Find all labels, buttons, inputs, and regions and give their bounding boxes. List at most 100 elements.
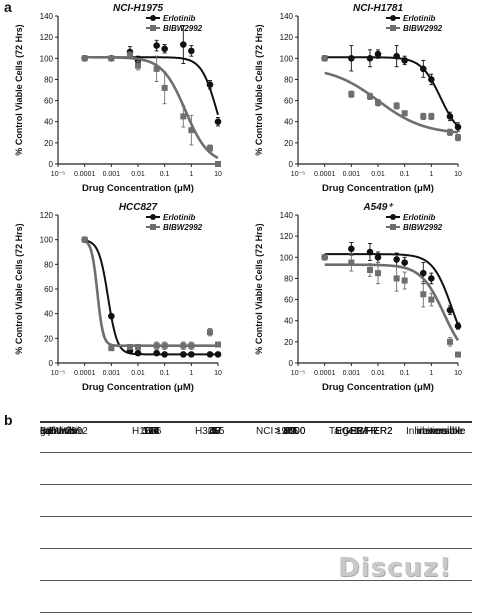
chart-panel: 0 20 40 60 80 100 120 140 10⁻⁵ 0.0001 0.001 0.01 0.1… <box>254 202 462 393</box>
table-header-cell: H3255 <box>195 426 225 437</box>
y-tick-label: 0 <box>49 160 54 169</box>
data-point-bibw2992 <box>393 102 400 109</box>
x-axis-label: Drug Concentration (μM) <box>82 183 194 194</box>
table-cell: reversible <box>419 426 463 437</box>
legend-label: Erlotinib <box>163 14 196 23</box>
y-axis-label: % Control Viable Cells (72 Hrs) <box>14 24 24 155</box>
table-row-divider <box>40 484 472 485</box>
legend-label: BIBW2992 <box>163 24 203 33</box>
data-point-bibw2992 <box>180 113 187 120</box>
y-tick-label: 120 <box>40 33 54 42</box>
fit-curve-bibw2992 <box>84 55 219 160</box>
legend-marker <box>150 25 156 31</box>
data-point-bibw2992 <box>321 254 328 261</box>
data-point-erlotinib <box>393 52 400 60</box>
data-point-erlotinib <box>374 253 382 261</box>
x-tick-label: 0.01 <box>371 370 385 377</box>
data-point-erlotinib <box>206 351 214 358</box>
x-tick-label: 10 <box>214 370 222 377</box>
data-point-bibw2992 <box>455 351 461 358</box>
table-cell: 110 <box>143 426 159 437</box>
y-tick-label: 40 <box>44 118 53 127</box>
data-point-bibw2992 <box>401 110 408 117</box>
data-point-erlotinib <box>214 351 222 358</box>
x-tick-label: 10 <box>454 370 462 377</box>
y-tick-label: 120 <box>280 33 294 42</box>
y-tick-label: 40 <box>44 310 53 319</box>
x-tick-label: 1 <box>429 370 433 377</box>
data-point-erlotinib <box>393 256 400 263</box>
table-row-drug: gefitinib <box>40 426 75 437</box>
y-tick-label: 140 <box>280 211 294 220</box>
x-tick-label: 10⁻⁵ <box>291 171 305 178</box>
table-row-drug: erlotinib <box>40 426 76 437</box>
panel-a-label: a <box>4 0 12 15</box>
data-point-bibw2992 <box>348 91 355 98</box>
data-point-bibw2992 <box>215 341 221 348</box>
fit-curve-bibw2992 <box>324 71 459 134</box>
fit-curve-bibw2992 <box>324 263 460 342</box>
y-tick-label: 100 <box>40 54 54 63</box>
x-tick-label: 0.001 <box>103 171 121 178</box>
data-point-erlotinib <box>366 248 374 256</box>
x-tick-label: 10 <box>454 171 462 178</box>
y-tick-label: 60 <box>44 285 53 294</box>
y-tick-label: 80 <box>44 75 53 84</box>
data-point-erlotinib <box>401 57 408 64</box>
data-point-bibw2992 <box>108 345 115 352</box>
legend-label: BIBW2992 <box>163 223 203 232</box>
data-point-erlotinib <box>348 245 355 253</box>
table-row-divider <box>40 516 472 517</box>
data-point-bibw2992 <box>188 342 195 349</box>
data-point-erlotinib <box>108 312 115 320</box>
x-tick-label: 0.01 <box>131 370 145 377</box>
chart-title: A549⁺ <box>362 202 394 213</box>
fit-curve-erlotinib <box>324 253 459 326</box>
data-point-erlotinib <box>420 269 427 277</box>
data-point-bibw2992 <box>126 343 133 350</box>
x-tick-label: 0.0001 <box>314 370 336 377</box>
table-cell: EGFR <box>350 426 378 437</box>
table-header-cell: H1666 <box>132 426 162 437</box>
data-point-bibw2992 <box>206 145 213 152</box>
data-point-erlotinib <box>428 275 435 282</box>
data-point-bibw2992 <box>161 84 168 91</box>
data-point-erlotinib <box>134 349 142 357</box>
table-row-divider <box>40 580 472 581</box>
table-cell: 60 <box>145 426 157 437</box>
data-point-erlotinib <box>454 322 462 330</box>
legend-marker <box>390 15 396 21</box>
data-point-bibw2992 <box>161 342 168 349</box>
data-point-bibw2992 <box>153 65 160 72</box>
data-point-erlotinib <box>446 306 454 314</box>
y-tick-label: 100 <box>280 253 294 262</box>
x-tick-label: 10⁻⁵ <box>51 370 65 377</box>
x-tick-label: 0.0001 <box>74 171 96 178</box>
table-row-drug: BIBW2992 <box>40 426 88 437</box>
x-tick-label: 10⁻⁵ <box>291 370 305 377</box>
fit-curve-erlotinib <box>84 239 218 356</box>
data-point-bibw2992 <box>135 343 141 350</box>
data-point-erlotinib <box>188 351 195 358</box>
data-point-erlotinib <box>153 42 160 49</box>
y-tick-label: 140 <box>40 12 54 21</box>
watermark-logo: Discuz! <box>338 553 452 583</box>
data-point-erlotinib <box>374 50 382 58</box>
data-point-erlotinib <box>180 41 187 48</box>
chart-panel: 0 20 40 60 80 100 120 10⁻⁵ 0.0001 0.001 0.01 0.1 1 10… <box>14 202 222 393</box>
x-tick-label: 1 <box>189 370 193 377</box>
table-cell: 534 <box>142 426 160 437</box>
chart-title: HCC827 <box>119 202 158 213</box>
x-axis-label: Drug Concentration (μM) <box>82 382 194 393</box>
fit-curve-bibw2992 <box>84 239 218 348</box>
data-point-bibw2992 <box>153 342 160 349</box>
table-header-cell: NCI 1975 <box>256 426 299 437</box>
figure: a 0 20 40 60 80 100 120 140 10⁻⁵ 0.0001 0.001 0.01 0… <box>4 0 472 613</box>
table-cell: > 4000 <box>274 426 306 437</box>
y-tick-label: 40 <box>284 118 293 127</box>
data-point-bibw2992 <box>135 62 141 69</box>
x-tick-label: 0.001 <box>103 370 121 377</box>
y-tick-label: 40 <box>284 317 293 326</box>
table-cell: > 4000 <box>274 426 306 437</box>
data-point-erlotinib <box>348 54 355 62</box>
